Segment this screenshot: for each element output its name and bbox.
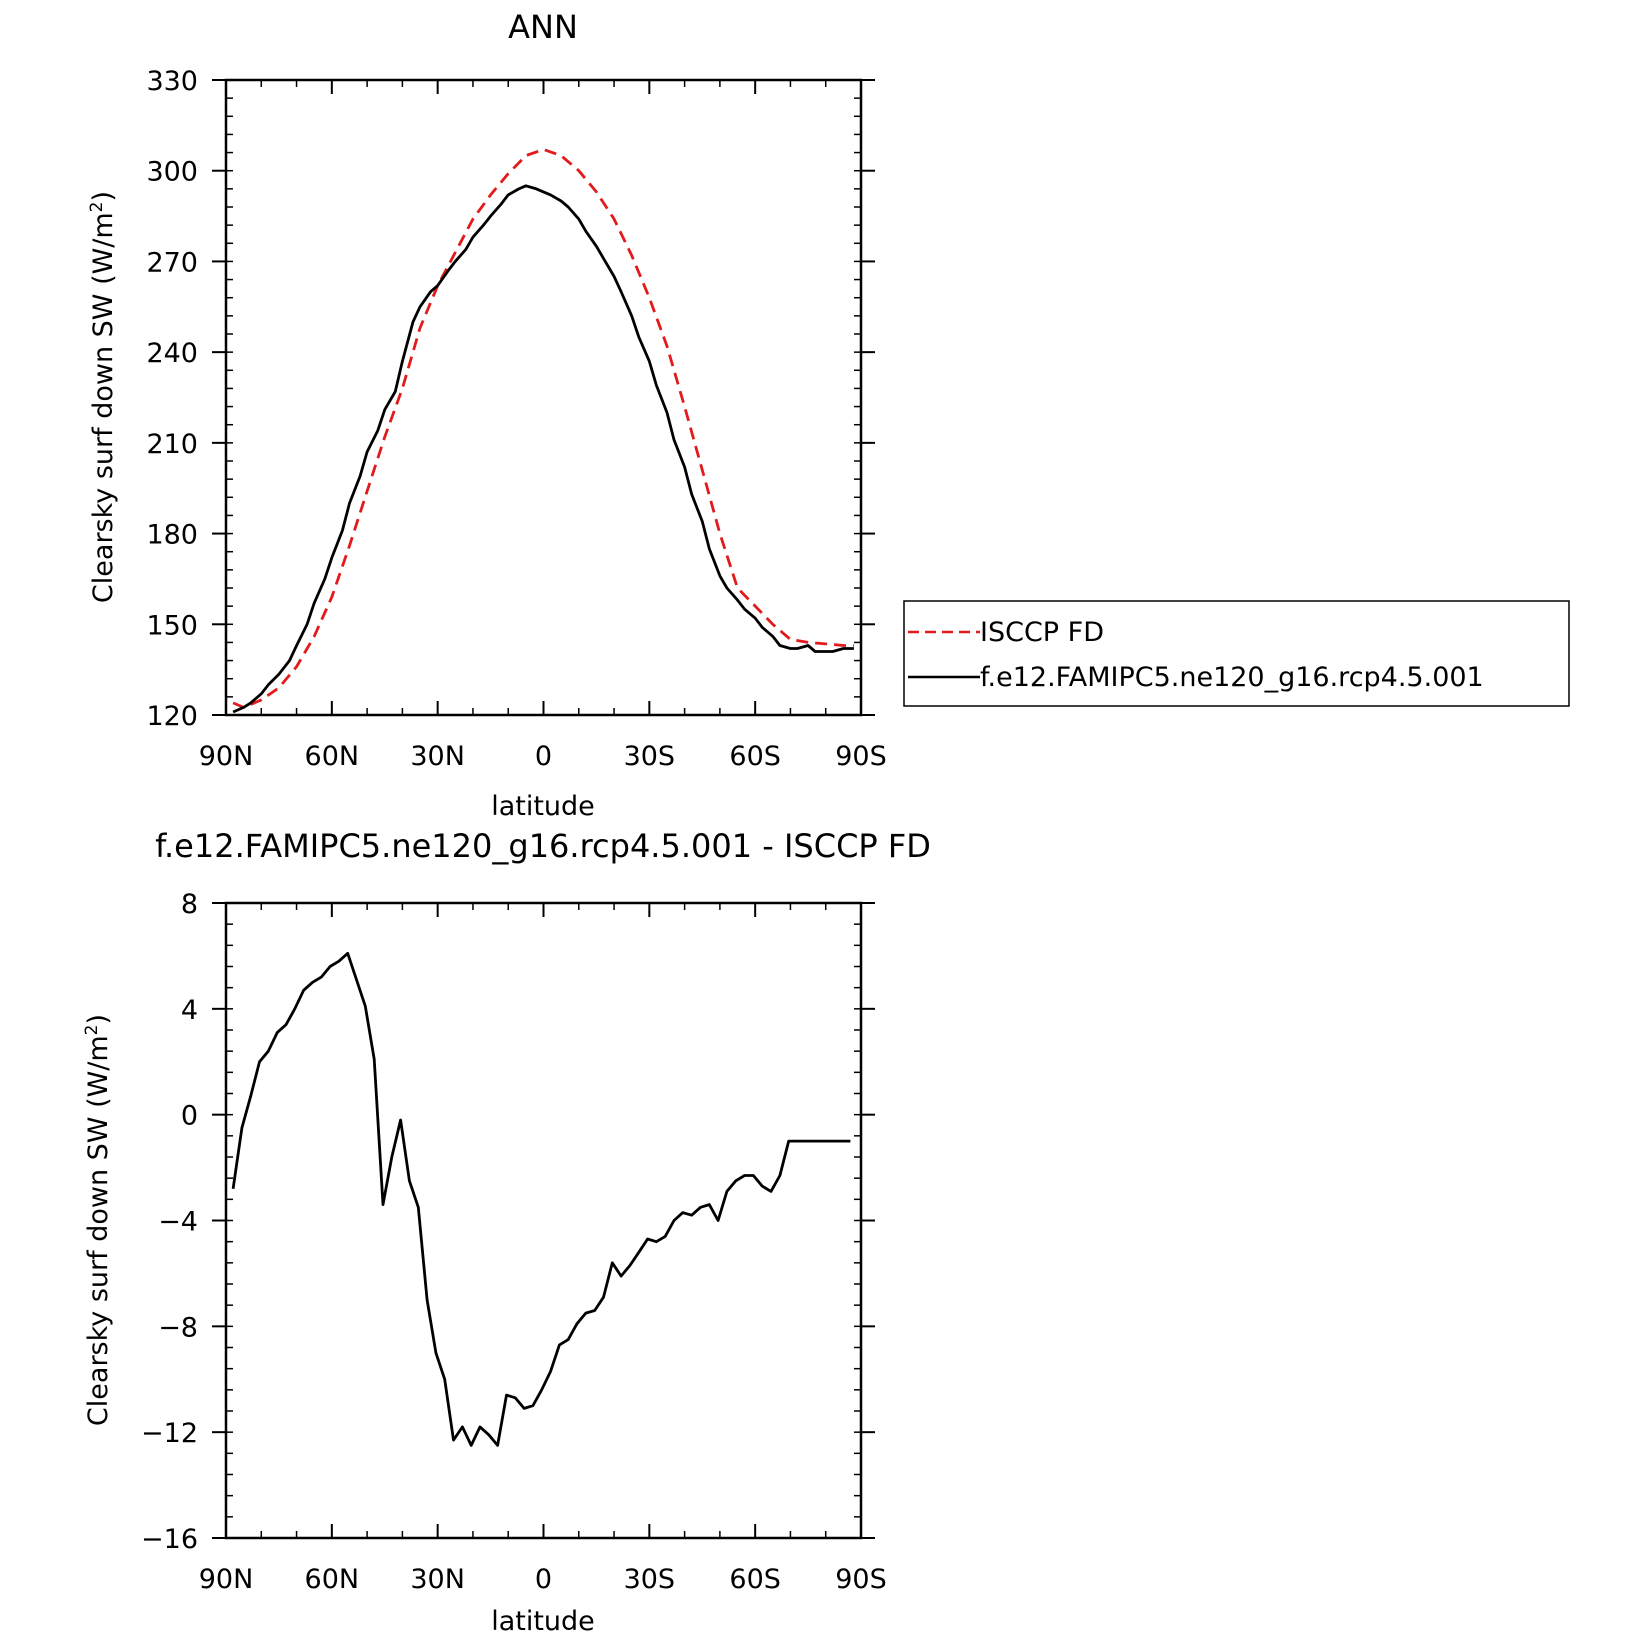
series-line-difference: [231, 951, 851, 1447]
chart-title-top: ANN: [508, 8, 578, 46]
y-tick-label: 4: [181, 995, 198, 1026]
y-axis-label-top: Clearsky surf down SW (W/m2): [87, 191, 119, 603]
y-tick-label: 120: [146, 701, 198, 732]
y-tick-label: −4: [158, 1207, 198, 1238]
x-tick-label: 60N: [305, 741, 360, 772]
y-axis-label-top-close: ): [88, 191, 119, 202]
x-tick-label: 90S: [835, 1564, 887, 1595]
axis-ticks-top: 90N 60N 30N 0 30S 60S 90S 120 150 180 210 240 270 300…: [146, 66, 886, 772]
x-tick-label: 90N: [199, 741, 254, 772]
plot-frame-bottom: [224, 901, 863, 1540]
y-tick-label: 210: [146, 429, 198, 460]
x-tick-label: 60N: [305, 1564, 360, 1595]
y-axis-label-top-main: Clearsky surf down SW (W/m: [88, 212, 119, 603]
y-tick-label: 150: [146, 610, 198, 641]
y-axis-label-bottom-close: ): [83, 1014, 114, 1025]
x-tick-label: 0: [535, 741, 552, 772]
series-line-model: [232, 184, 854, 714]
y-axis-label-bottom: Clearsky surf down SW (W/m2): [82, 1014, 114, 1426]
x-tick-label: 30N: [410, 741, 465, 772]
y-axis-label-top-sup: 2: [87, 201, 107, 212]
y-tick-label: 300: [146, 157, 198, 188]
y-tick-label: 330: [146, 66, 198, 97]
series-group-bottom: [231, 951, 851, 1447]
x-tick-label: 60S: [729, 1564, 781, 1595]
axis-ticks-bottom: 90N 60N 30N 0 30S 60S 90S −16 −12 −8 −4 0 4 8: [141, 889, 887, 1595]
y-tick-label: −16: [141, 1524, 198, 1555]
legend-label-model: f.e12.FAMIPC5.ne120_g16.rcp4.5.001: [980, 662, 1484, 693]
plot-frame-top: [224, 78, 863, 717]
x-tick-label: 30S: [624, 1564, 676, 1595]
chart-annual: ANN 90N 60N 30N 0 30S 60S 90S 120 150 180 210 240 27…: [87, 8, 1570, 822]
chart-difference: f.e12.FAMIPC5.ne120_g16.rcp4.5.001 - ISC…: [82, 827, 931, 1635]
x-tick-label: 30N: [410, 1564, 465, 1595]
series-group-top: [232, 148, 854, 714]
legend-label-isccp: ISCCP FD: [980, 617, 1104, 648]
y-tick-label: −12: [141, 1418, 198, 1449]
y-tick-label: −8: [158, 1312, 198, 1343]
y-axis-label-bottom-main: Clearsky surf down SW (W/m: [83, 1035, 114, 1426]
y-tick-label: 0: [181, 1101, 198, 1132]
y-tick-label: 180: [146, 520, 198, 551]
legend-box: [903, 600, 1570, 707]
x-axis-label-bottom: latitude: [491, 1606, 595, 1635]
x-axis-label-top: latitude: [491, 791, 595, 822]
y-tick-label: 240: [146, 338, 198, 369]
x-tick-label: 60S: [729, 741, 781, 772]
series-line-isccp-fd: [232, 148, 854, 709]
y-axis-label-bottom-sup: 2: [82, 1024, 102, 1035]
legend: ISCCP FD f.e12.FAMIPC5.ne120_g16.rcp4.5.…: [903, 600, 1570, 707]
chart-title-bottom: f.e12.FAMIPC5.ne120_g16.rcp4.5.001 - ISC…: [155, 827, 931, 865]
y-tick-label: 8: [181, 889, 198, 920]
x-tick-label: 90N: [199, 1564, 254, 1595]
x-tick-label: 0: [535, 1564, 552, 1595]
x-tick-label: 30S: [624, 741, 676, 772]
x-tick-label: 90S: [835, 741, 887, 772]
y-tick-label: 270: [146, 247, 198, 278]
